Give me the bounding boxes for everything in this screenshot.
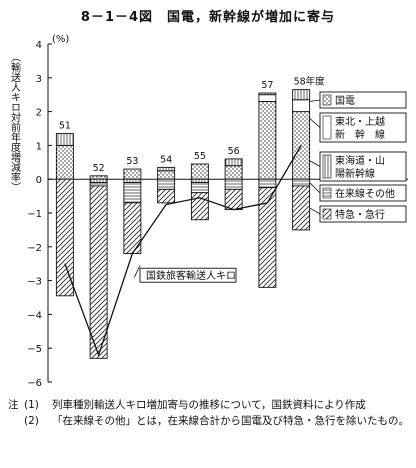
note-1-text: 列車種別輸送人キロ増加寄与の推移について，国鉄資料により作成 [52, 399, 366, 411]
y-tick-label: 4 [36, 40, 42, 51]
bar-segment-tokaido-sanyo-shinkansen [157, 166, 176, 172]
bar-segment-zairaisen-sonota [224, 178, 243, 190]
bar-segment-tokkyu-kyuko [224, 188, 243, 211]
annotation-label: 国鉄旅客輸送人キロ [146, 269, 236, 282]
legend-label: 東海道・山 [335, 154, 385, 167]
x-category-label: 56 [228, 146, 240, 157]
note-2-number: (2) [24, 415, 39, 427]
bar-segment-tokaido-sanyo-shinkansen [292, 89, 311, 101]
bar-segment-tokkyu-kyuko [89, 185, 108, 359]
bar-segment-tokaido-sanyo-shinkansen [123, 178, 142, 184]
y-tick-label: −6 [27, 378, 42, 389]
y-tick-label: 2 [36, 108, 42, 119]
x-category-label: 53 [126, 156, 138, 167]
bar-segment-zairaisen-sonota [258, 178, 277, 189]
legend-label: 在来線その他 [335, 187, 395, 200]
legend-box [319, 184, 407, 202]
bar-segment-tokaido-sanyo-shinkansen [258, 92, 277, 96]
bar-segment-tokaido-sanyo-shinkansen [190, 178, 209, 184]
legend-leader [309, 118, 321, 128]
bar-segment-tokaido-sanyo-shinkansen [224, 158, 243, 167]
bar-segment-zairaisen-sonota [157, 178, 176, 190]
bar-segment-kokuden [224, 165, 243, 180]
y-tick-label: −3 [27, 277, 42, 288]
y-tick-label: −4 [27, 310, 42, 321]
legend-swatch [322, 187, 332, 199]
legend-label: 東北・上越 [335, 115, 385, 128]
bar-segment-tokkyu-kyuko [258, 187, 277, 288]
note-2-text: 「在来線その他」とは，在来線合計から国電及び特急・急行を除いたもの。 [52, 415, 409, 427]
note-mark: 注 [8, 399, 19, 411]
bar-segment-zairaisen-sonota [89, 182, 108, 187]
annotation-box [139, 267, 237, 283]
bar-segment-zairaisen-sonota [190, 182, 209, 194]
note-1-number: (1) [24, 399, 39, 411]
x-category-label: 55 [194, 151, 206, 162]
x-category-label: 54 [160, 154, 172, 165]
legend-swatch [322, 94, 332, 106]
legend-leader [309, 182, 321, 194]
legend-swatch [322, 154, 332, 179]
notes: 注 (1) 列車種別輸送人キロ増加寄与の推移について，国鉄資料により作成 (2)… [8, 397, 410, 429]
y-axis-title: （輸送人キロ対前年度増減率） [9, 52, 21, 192]
line-series-kokutetsu-ryokaku [64, 145, 302, 357]
chart: 4 3 2 1 0 −1 −2 −3 −4 −5 −6 (%) （輸送人キロ対前年度増減率） 51 52 5… [9, 34, 408, 389]
bar-segment-tokaido-sanyo-shinkansen [89, 178, 108, 184]
legend-swatch [322, 115, 332, 140]
legend-box [319, 205, 407, 223]
legend-box [319, 112, 407, 143]
bar-segment-kokuden [157, 170, 176, 180]
legend-leader [309, 160, 321, 167]
y-tick-label: 3 [36, 74, 42, 85]
bar-segment-kokuden [258, 101, 277, 180]
bar-segment-tokkyu-kyuko [190, 192, 209, 221]
legend-label: 陽新幹線 [335, 167, 375, 180]
legend-leader [309, 99, 321, 102]
bar-segment-tohoku-joetsu-shinkansen [258, 94, 277, 102]
annotation-leader [134, 265, 141, 278]
bar-segment-kokuden [89, 175, 108, 180]
y-tick-label: −5 [27, 344, 42, 355]
bar-segment-tokkyu-kyuko [55, 178, 74, 297]
legend-label: 国電 [335, 95, 355, 107]
y-tick-label: −2 [27, 243, 42, 254]
legend-box [319, 91, 407, 109]
bar-segment-tokkyu-kyuko [292, 185, 311, 231]
y-tick-label: 0 [36, 175, 42, 186]
y-unit: (%) [52, 34, 69, 45]
x-category-label: 58年度 [294, 76, 326, 88]
bar-segment-tohoku-joetsu-shinkansen [292, 99, 311, 113]
bar-segment-zairaisen-sonota [123, 182, 142, 204]
y-tick-label: −1 [27, 209, 42, 220]
legend-leader [309, 207, 321, 215]
bar-segment-kokuden [123, 168, 142, 180]
x-category-label: 51 [59, 121, 71, 132]
legend-label: 新 幹 線 [335, 128, 385, 141]
x-category-label: 57 [261, 80, 273, 91]
note-1: 注 (1) 列車種別輸送人キロ増加寄与の推移について，国鉄資料により作成 [8, 397, 410, 413]
legend-box [319, 151, 407, 182]
bar-segment-tokkyu-kyuko [157, 188, 176, 204]
legend-swatch [322, 208, 332, 220]
note-2: (2) 「在来線その他」とは，在来線合計から国電及び特急・急行を除いたもの。 [8, 413, 410, 429]
bar-segment-zairaisen-sonota [292, 178, 311, 187]
bar-segment-tokaido-sanyo-shinkansen [55, 133, 74, 146]
bar-segment-kokuden [55, 144, 74, 180]
x-category-label: 52 [93, 163, 105, 174]
y-tick-label: 1 [36, 141, 42, 152]
bar-segment-kokuden [190, 163, 209, 180]
page-title: 8－1－4図 国電，新幹線が増加に寄与 [80, 10, 336, 25]
legend-label: 特急・急行 [335, 208, 385, 221]
